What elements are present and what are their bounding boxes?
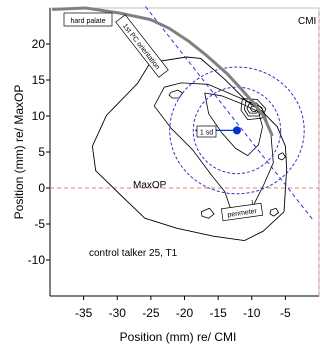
x-tick-label-1: -35 <box>75 306 93 320</box>
cmi-label: CMI <box>298 16 316 27</box>
x-tick-label-7: -5 <box>280 306 291 320</box>
density-contour-8 <box>200 207 215 219</box>
hard-palate-box <box>63 12 113 27</box>
y-tick-label-7: -10 <box>28 253 46 267</box>
density-contour-3 <box>240 98 267 120</box>
sd-ellipse-2 <box>169 66 305 195</box>
pc-orientation-line <box>145 6 313 220</box>
y-tick-label-1: 20 <box>32 37 46 51</box>
x-tick-label-4: -20 <box>176 306 194 320</box>
y-ticks: 20 15 10 5 0 -5 -10 <box>28 37 50 267</box>
y-tick-label-5: 0 <box>38 181 45 195</box>
x-ticks: -35 -30 -25 -20 -15 -10 -5 <box>75 296 291 320</box>
labels: Position (mm) re/ CMI Position (mm) re/ … <box>12 12 316 344</box>
talker-label: control talker 25, T1 <box>89 248 178 259</box>
y-tick-label-4: 5 <box>38 145 45 159</box>
density-contour-9 <box>278 152 286 161</box>
mean-point <box>232 126 241 135</box>
maxop-label: MaxOP <box>133 180 167 191</box>
sd-ellipses <box>169 66 305 195</box>
x-tick-label-6: -10 <box>243 306 261 320</box>
density-contour-10 <box>269 207 280 217</box>
pc-orientation-box <box>115 14 169 78</box>
perimeter-box <box>220 202 264 222</box>
palate-layer <box>51 6 274 137</box>
density-contours <box>153 82 286 219</box>
pc-layer <box>145 6 313 220</box>
reference-lines <box>50 12 320 296</box>
density-contour-2 <box>204 92 263 157</box>
sd-label: 1 sd <box>200 130 213 137</box>
density-contour-7 <box>168 89 183 99</box>
sd-label-box <box>196 125 217 138</box>
density-contour-1 <box>153 82 274 216</box>
y-tick-label-3: 10 <box>32 109 46 123</box>
x-axis-label: Position (mm) re/ CMI <box>120 330 237 344</box>
x-tick-label-3: -25 <box>142 306 160 320</box>
hard-palate-curve <box>51 6 274 137</box>
perimeter-label: perimeter <box>227 208 258 219</box>
y-axis-label: Position (mm) re/ MaxOP <box>12 85 26 220</box>
x-tick-label-5: -15 <box>209 306 227 320</box>
perimeter-outline <box>91 56 288 242</box>
density-contour-4 <box>243 101 263 117</box>
perimeter-tag: perimeter <box>220 202 264 222</box>
perimeter-layer <box>91 56 288 242</box>
y-tick-label-6: -5 <box>34 217 45 231</box>
hard-palate-label: hard palate <box>70 18 105 25</box>
x-tick-label-2: -30 <box>109 306 127 320</box>
sd-ellipse-1 <box>192 86 282 175</box>
y-tick-label-2: 15 <box>32 73 46 87</box>
